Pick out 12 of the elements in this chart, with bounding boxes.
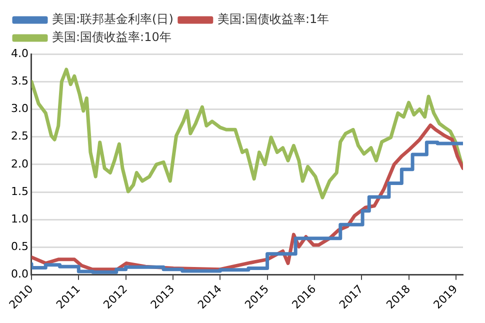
y-tick-label: 3.0 bbox=[10, 102, 28, 116]
y-tick-label: 0.0 bbox=[10, 268, 28, 281]
legend-label: 美国:国债收益率:10年 bbox=[52, 30, 172, 44]
y-tick-label: 0.5 bbox=[10, 240, 28, 254]
legend-label: 美国:国债收益率:1年 bbox=[217, 12, 330, 26]
y-tick-label: 2.5 bbox=[10, 130, 28, 143]
y-tick-label: 1.0 bbox=[10, 212, 28, 226]
y-tick-label: 4.0 bbox=[10, 46, 28, 60]
legend-label: 美国:联邦基金利率(日) bbox=[52, 12, 174, 26]
y-tick-label: 3.5 bbox=[10, 74, 28, 88]
y-tick-label: 2.0 bbox=[10, 157, 28, 170]
y-tick-label: 1.5 bbox=[10, 184, 28, 198]
